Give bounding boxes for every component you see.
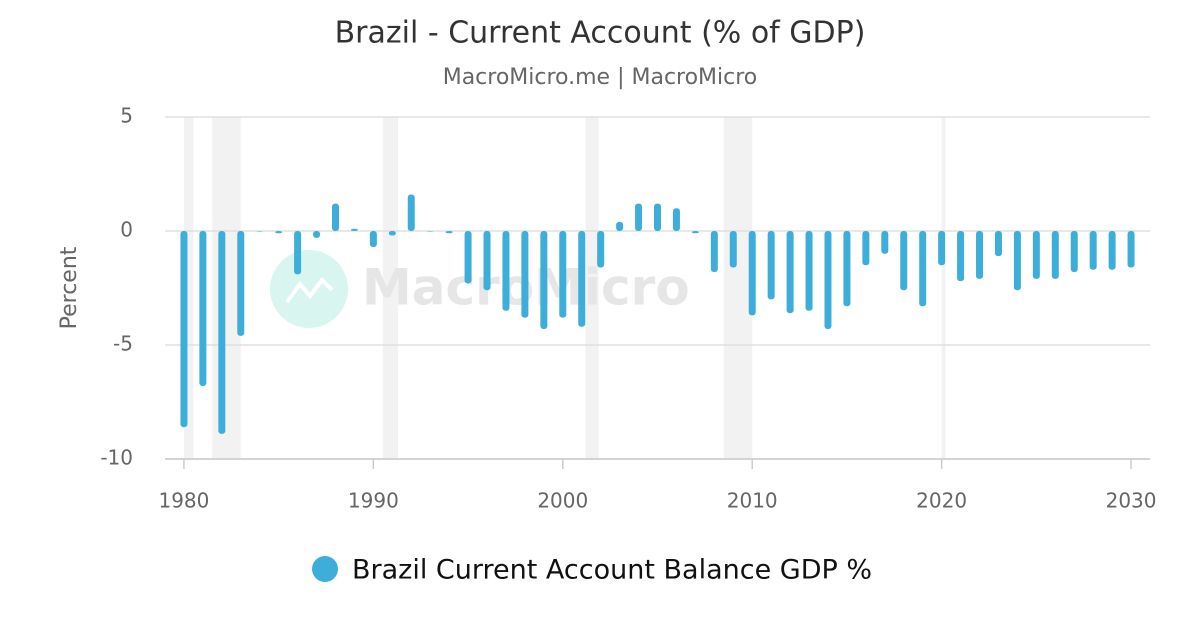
- bar: [369, 231, 377, 247]
- bar: [843, 231, 851, 307]
- bar: [218, 231, 226, 434]
- recession-band: [585, 117, 599, 459]
- bar: [881, 231, 889, 254]
- bar: [654, 203, 661, 231]
- x-tick-label: 2000: [537, 489, 588, 513]
- bar: [597, 231, 605, 268]
- bar: [957, 231, 965, 282]
- bar: [180, 231, 188, 428]
- chart-title: Brazil - Current Account (% of GDP): [335, 16, 866, 51]
- legend-label: Brazil Current Account Balance GDP %: [352, 555, 872, 586]
- bar: [1013, 231, 1021, 291]
- bar: [729, 231, 737, 268]
- bar: [1089, 231, 1097, 270]
- x-tick-label: 1980: [158, 489, 209, 513]
- bar: [862, 231, 870, 266]
- bar: [294, 231, 302, 275]
- bar: [616, 221, 624, 231]
- y-tick-label: 5: [120, 104, 133, 128]
- bar: [710, 231, 718, 273]
- bar: [578, 231, 586, 327]
- bar: [426, 231, 434, 232]
- recession-band: [212, 117, 241, 459]
- x-tick-label: 2020: [916, 489, 967, 513]
- bar: [672, 208, 680, 231]
- bar: [331, 203, 339, 231]
- bar: [938, 231, 946, 266]
- bar: [786, 231, 794, 314]
- x-tick-label: 2010: [727, 489, 778, 513]
- y-tick-label: 0: [120, 218, 133, 242]
- recession-band: [941, 117, 946, 459]
- bar: [483, 231, 491, 291]
- recession-band: [723, 117, 753, 459]
- bar: [1127, 231, 1135, 268]
- bar: [199, 231, 207, 387]
- bar: [824, 231, 832, 330]
- bar: [1051, 231, 1059, 279]
- bar: [1070, 231, 1078, 273]
- recession-band: [183, 117, 194, 459]
- x-tick-label: 1990: [348, 489, 399, 513]
- bar: [559, 231, 567, 318]
- y-axis-label: Percent: [57, 246, 82, 329]
- bar: [464, 231, 472, 284]
- bar: [919, 231, 927, 307]
- chart-subtitle: MacroMicro.me | MacroMicro: [443, 65, 758, 90]
- bar: [805, 231, 813, 311]
- legend-marker: [312, 556, 338, 582]
- y-tick-label: -10: [100, 446, 133, 470]
- recession-band: [382, 117, 398, 459]
- watermark-logo: [270, 250, 348, 328]
- bar: [256, 231, 264, 232]
- y-tick-label: -5: [113, 332, 133, 356]
- bar: [388, 231, 396, 236]
- bar: [976, 231, 984, 279]
- bar: [900, 231, 908, 291]
- x-tick-label: 2030: [1106, 489, 1157, 513]
- bar: [407, 194, 415, 231]
- bar: [275, 231, 283, 234]
- bar: [237, 231, 245, 336]
- bar: [540, 231, 548, 330]
- bar: [445, 231, 453, 234]
- bar: [521, 231, 529, 318]
- bar: [502, 231, 510, 311]
- bar: [691, 231, 699, 234]
- bar: [994, 231, 1002, 257]
- bar: [748, 231, 756, 316]
- bar: [350, 228, 358, 231]
- bar: [635, 203, 643, 231]
- bar: [1108, 231, 1116, 270]
- bar: [1032, 231, 1040, 279]
- bar: [313, 231, 321, 238]
- bar: [767, 231, 775, 300]
